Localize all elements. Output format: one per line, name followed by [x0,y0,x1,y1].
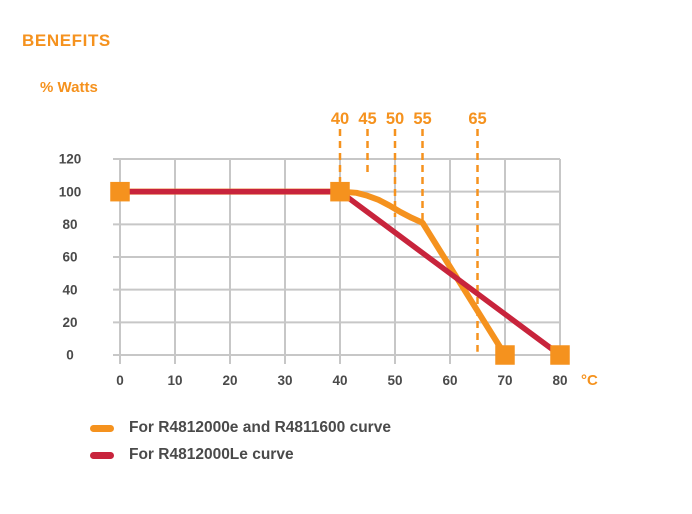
x-axis-tick-label: 0 [116,373,124,388]
legend-swatch-red [90,451,114,459]
x-axis-tick-label: 50 [387,373,402,388]
data-point-marker-1 [550,345,570,365]
page-title: BENEFITS [22,31,111,50]
legend-item-r4812000le: For R4812000Le curve [90,446,391,463]
x-axis-tick-label: 40 [332,373,347,388]
legend-item-r4812000e: For R4812000e and R4811600 curve [90,419,391,436]
data-point-marker-0 [495,345,515,365]
y-axis-tick-label: 80 [62,217,77,232]
x-axis-tick-label: 10 [167,373,182,388]
dashed-temperature-label: 65 [468,110,486,128]
legend-label: For R4812000e and R4811600 curve [129,419,391,436]
y-axis-tick-label: 0 [66,348,74,363]
legend-swatch-orange [90,424,114,432]
data-point-marker-0 [110,181,130,202]
dashed-temperature-label: 45 [358,110,376,128]
dashed-temperature-label: 50 [386,110,404,128]
y-axis-title: % Watts [40,79,98,96]
y-axis-tick-label: 40 [62,282,77,297]
y-axis-tick-label: 20 [62,315,77,330]
y-axis-tick-label: 60 [62,250,77,265]
y-axis-tick-label: 120 [59,152,82,167]
x-axis-tick-label: 70 [497,373,512,388]
legend-label: For R4812000Le curve [129,446,294,463]
x-axis-tick-label: 80 [552,373,567,388]
y-axis-tick-label: 100 [59,184,82,199]
dashed-temperature-label: 40 [331,110,349,128]
x-axis-tick-label: 30 [277,373,292,388]
x-axis-unit-label: °C [581,372,598,389]
data-point-marker-0 [330,181,350,202]
dashed-temperature-label: 55 [413,110,431,128]
x-axis-tick-label: 60 [442,373,457,388]
x-axis-tick-label: 20 [222,373,237,388]
chart-legend: For R4812000e and R4811600 curve For R48… [90,419,391,463]
